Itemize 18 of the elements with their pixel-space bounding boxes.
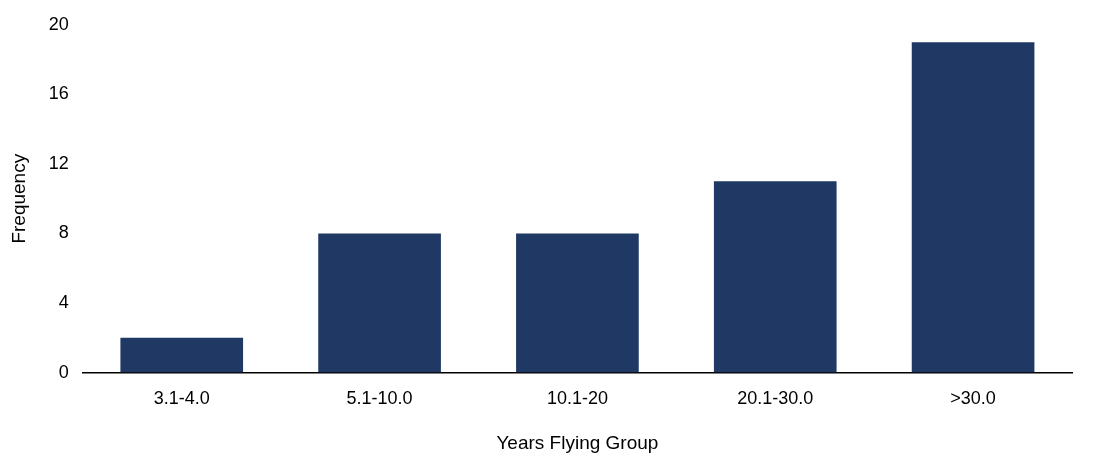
x-axis-title: Years Flying Group	[496, 431, 659, 453]
y-tick-label: 4	[58, 292, 69, 313]
bar	[120, 337, 244, 373]
x-tick-label: >30.0	[950, 388, 996, 409]
bar	[516, 233, 639, 373]
y-axis-title: Frequency	[7, 153, 29, 244]
y-tick-label: 16	[48, 83, 69, 104]
y-tick-label: 0	[58, 361, 69, 382]
y-tick-label: 8	[58, 222, 69, 243]
bar	[318, 233, 441, 373]
y-tick-label: 20	[48, 13, 69, 34]
x-tick-label: 5.1-10.0	[346, 388, 413, 409]
x-tick-label: 3.1-4.0	[153, 388, 210, 409]
y-tick-label: 12	[48, 152, 69, 173]
x-tick-label: 20.1-30.0	[737, 388, 814, 409]
x-tick-label: 10.1-20	[546, 388, 608, 409]
bar	[911, 42, 1035, 373]
bar	[713, 181, 837, 373]
